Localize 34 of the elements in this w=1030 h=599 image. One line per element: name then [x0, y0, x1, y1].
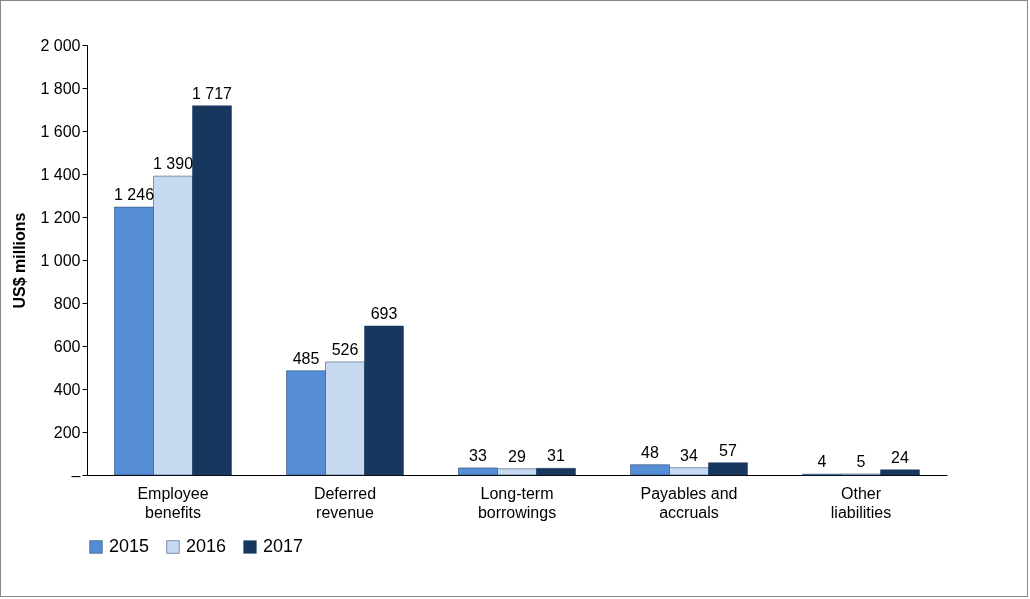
y-tick-label: 400	[53, 380, 81, 398]
legend-label: 2017	[263, 536, 304, 556]
y-axis-title: US$ millions	[11, 212, 29, 309]
data-label: 57	[719, 441, 737, 459]
data-label: 1 717	[191, 84, 233, 102]
data-label: 31	[547, 447, 565, 465]
data-label: 693	[370, 305, 398, 323]
data-label: 24	[891, 448, 909, 466]
y-tick-label: 1 000	[40, 251, 81, 269]
y-tick-label: 1 400	[40, 165, 81, 183]
data-label: 1 246	[113, 186, 155, 204]
y-tick-label: 2 000	[40, 36, 81, 54]
y-tick-label: 1 200	[40, 208, 81, 226]
data-label: 526	[331, 340, 359, 358]
legend-label: 2016	[186, 536, 227, 556]
x-tick-label: Other liabilities	[830, 484, 892, 521]
data-label: 48	[641, 443, 660, 461]
x-tick-label: Deferred revenue	[313, 484, 377, 521]
y-tick-label: –	[71, 466, 81, 484]
y-tick-label: 200	[53, 423, 81, 441]
y-tick-label: 1 800	[40, 79, 81, 97]
data-label: 4	[817, 453, 827, 471]
y-tick-label: 800	[53, 294, 81, 312]
legend-label: 2015	[109, 536, 150, 556]
x-tick-label: Employee benefits	[137, 484, 209, 521]
data-label: 33	[469, 446, 488, 464]
x-tick-label: Long-term borrowings	[477, 484, 557, 521]
data-label: 485	[292, 349, 320, 367]
y-tick-label: 600	[53, 337, 81, 355]
y-tick-label: 1 600	[40, 122, 81, 140]
data-label: 5	[856, 452, 866, 470]
data-label: 29	[508, 447, 526, 465]
data-label: 34	[680, 446, 698, 464]
x-tick-label: Payables and accruals	[640, 484, 738, 521]
